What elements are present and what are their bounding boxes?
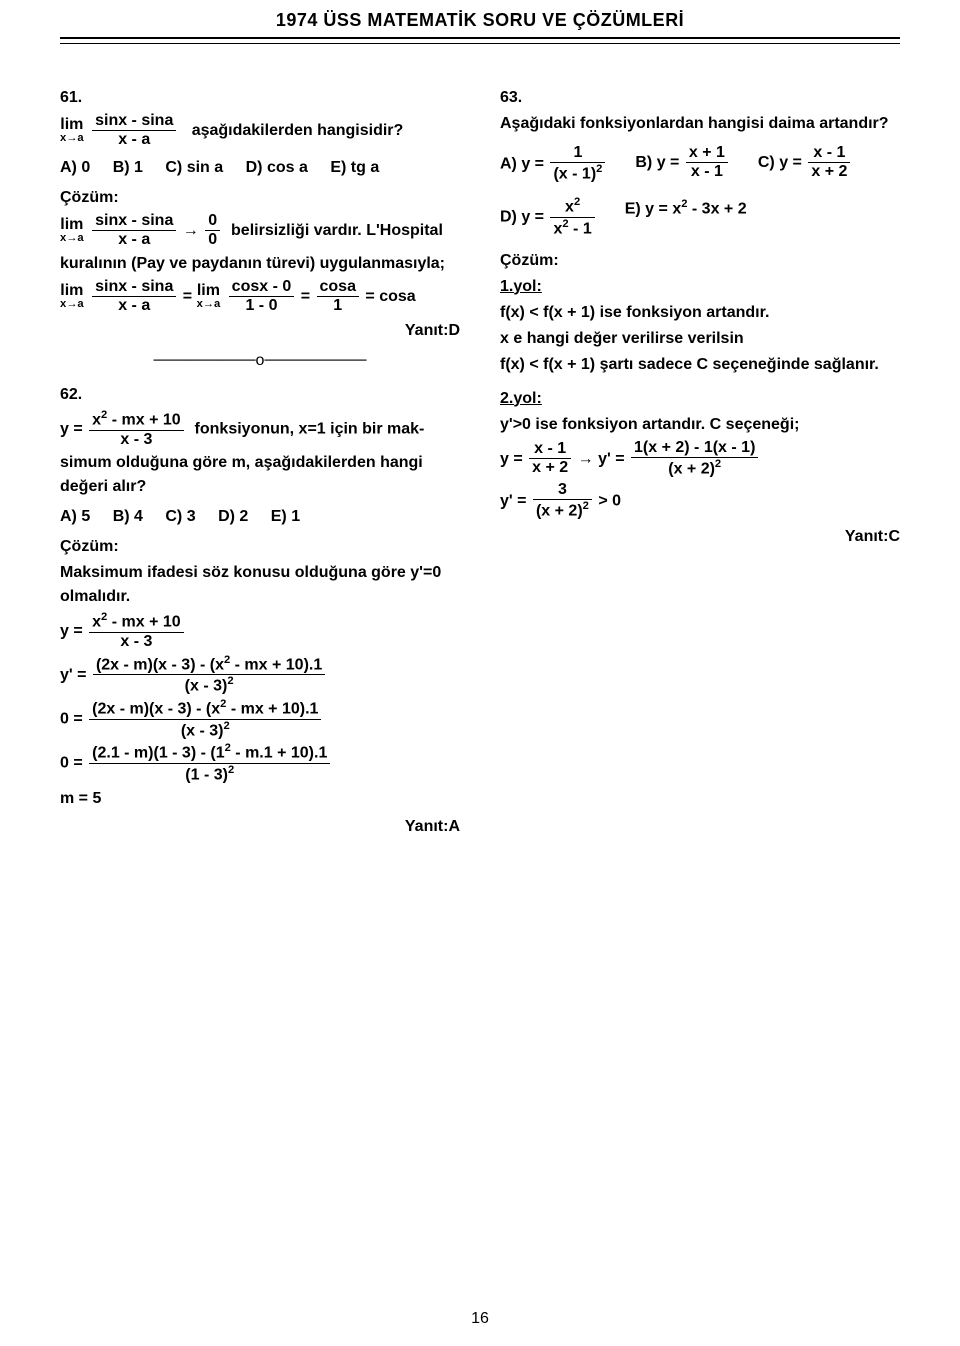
q63-answer: Yanıt:C (500, 525, 900, 549)
q62-eq1: y = x2 - mx + 10x - 3 (60, 611, 460, 651)
q63-yol2-l1: y'>0 ise fonksiyon artandır. C seçeneği; (500, 413, 900, 437)
q63-options: A) y = 1(x - 1)2 B) y = x + 1x - 1 C) y … (500, 144, 900, 239)
limit-icon: limx→a (197, 283, 221, 310)
q63-opt-b: B) y = x + 1x - 1 (635, 144, 730, 184)
q61-opt-e: E) tg a (330, 159, 379, 176)
q61-prompt: limx→a sinx - sinax - a aşağıdakilerden … (60, 112, 460, 150)
q63-opt-c: C) y = x - 1x + 2 (758, 144, 853, 184)
q63-number: 63. (500, 86, 900, 110)
fraction-icon: sinx - sinax - a (92, 278, 176, 316)
q63-yol1-l1: f(x) < f(x + 1) ise fonksiyon artandır. (500, 301, 900, 325)
q62-y-label-2: y = (60, 623, 83, 640)
q61-sol-eq: limx→a sinx - sinax - a = limx→a cosx - … (60, 278, 460, 316)
q62-yprime-label: y' = (60, 666, 87, 683)
q62-prompt-2: simum olduğuna göre m, aşağıdakilerden h… (60, 451, 460, 499)
q63-opt-a-label: A) y = (500, 155, 544, 172)
q61-options: A) 0 B) 1 C) sin a D) cos a E) tg a (60, 156, 460, 180)
q63-yol2-y-label: y = (500, 450, 523, 467)
q61-prompt-tail: aşağıdakilerden hangisidir? (192, 122, 404, 139)
fraction-icon: x - 1x + 2 (808, 144, 850, 182)
page-number: 16 (0, 1310, 960, 1328)
limit-icon: limx→a (60, 283, 84, 310)
q61-line1-tail: belirsizliği vardır. L'Hospital (231, 222, 443, 239)
fraction-icon: (2x - m)(x - 3) - (x2 - mx + 10).1 (x - … (89, 698, 321, 740)
q61-coz: Çözüm: (60, 186, 460, 210)
q62-opt-a: A) 5 (60, 508, 90, 525)
q62-eq2: y' = (2x - m)(x - 3) - (x2 - mx + 10).1 … (60, 654, 460, 696)
q61-opt-b: B) 1 (113, 159, 143, 176)
fraction-icon: x - 1x + 2 (529, 440, 571, 478)
q63-opt-e: E) y = x2 - 3x + 2 (625, 196, 747, 238)
q62-prompt-1: y = x2 - mx + 10x - 3 fonksiyonun, x=1 i… (60, 409, 460, 449)
q62-m-result: m = 5 (60, 787, 460, 811)
fraction-icon: cosx - 01 - 0 (229, 278, 295, 316)
q63-yol2-eq2: y' = 3(x + 2)2 > 0 (500, 481, 900, 521)
q63-yol2-heading: 2.yol: (500, 387, 900, 411)
q62-zero-label-1: 0 = (60, 710, 83, 727)
q63-opt-b-label: B) y = (635, 154, 679, 171)
fraction-icon: x2x2 - 1 (550, 196, 594, 238)
fraction-icon: x + 1x - 1 (686, 144, 728, 182)
q63-prompt: Aşağıdaki fonksiyonlardan hangisi daima … (500, 112, 900, 136)
left-column: 61. limx→a sinx - sinax - a aşağıdakiler… (60, 84, 460, 845)
q62-prompt-tail: fonksiyonun, x=1 için bir mak- (195, 421, 425, 438)
q63-coz: Çözüm: (500, 249, 900, 273)
q62-opt-d: D) 2 (218, 508, 248, 525)
page-title: 1974 ÜSS MATEMATİK SORU VE ÇÖZÜMLERİ (60, 10, 900, 31)
q63-yol1-l2: x e hangi değer verilirse verilsin (500, 327, 900, 351)
q61-opt-d: D) cos a (246, 159, 308, 176)
q62-coz: Çözüm: (60, 535, 460, 559)
q63-yol2-eq1: y = x - 1x + 2 → y' = 1(x + 2) - 1(x - 1… (500, 439, 900, 479)
limit-icon: limx→a (60, 217, 84, 244)
fraction-icon: 3(x + 2)2 (533, 481, 592, 521)
q61-eq-tail: = cosa (365, 288, 415, 305)
fraction-icon: (2x - m)(x - 3) - (x2 - mx + 10).1 (x - … (93, 654, 325, 696)
fraction-icon: 00 (205, 212, 220, 250)
q61-number: 61. (60, 86, 460, 110)
q63-yol1-heading: 1.yol: (500, 275, 900, 299)
fraction-icon: 1(x - 1)2 (550, 144, 605, 184)
q62-opt-b: B) 4 (113, 508, 143, 525)
q63-opt-d: D) y = x2x2 - 1 (500, 196, 597, 238)
fraction-icon: x2 - mx + 10x - 3 (89, 611, 184, 651)
q61-opt-a: A) 0 (60, 159, 90, 176)
q63-yol2-tail: > 0 (598, 492, 621, 509)
fraction-icon: cosa1 (317, 278, 359, 316)
q63-yol2-yp-label: → y' = (578, 450, 625, 467)
q61-sol-line1: limx→a sinx - sinax - a → 00 belirsizliğ… (60, 212, 460, 250)
q63-opt-e-label: E) y = x (625, 200, 681, 217)
fraction-icon: x2 - mx + 10x - 3 (89, 409, 184, 449)
fraction-icon: (2.1 - m)(1 - 3) - (12 - m.1 + 10).1 (1 … (89, 742, 330, 784)
q62-number: 62. (60, 383, 460, 407)
q63-yol1-l3: f(x) < f(x + 1) şartı sadece C seçeneğin… (500, 353, 900, 377)
q61-answer: Yanıt:D (60, 319, 460, 343)
q61-sol-line2: kuralının (Pay ve paydanın türevi) uygul… (60, 252, 460, 276)
q62-eq3: 0 = (2x - m)(x - 3) - (x2 - mx + 10).1 (… (60, 698, 460, 740)
q62-opt-c: C) 3 (165, 508, 195, 525)
fraction-icon: sinx - sinax - a (92, 112, 176, 150)
q63-yol2-yp2-label: y' = (500, 492, 527, 509)
q62-zero-label-2: 0 = (60, 755, 83, 772)
q63-opt-e-tail: - 3x + 2 (692, 200, 747, 217)
columns: 61. limx→a sinx - sinax - a aşağıdakiler… (60, 84, 900, 845)
q62-y-label: y = (60, 421, 83, 438)
q62-options: A) 5 B) 4 C) 3 D) 2 E) 1 (60, 505, 460, 529)
header-rule (60, 37, 900, 44)
right-column: 63. Aşağıdaki fonksiyonlardan hangisi da… (500, 84, 900, 845)
q63-opt-c-label: C) y = (758, 154, 802, 171)
q62-line1: Maksimum ifadesi söz konusu olduğuna gör… (60, 561, 460, 609)
q62-opt-e: E) 1 (271, 508, 300, 525)
fraction-icon: sinx - sinax - a (92, 212, 176, 250)
limit-icon: limx→a (60, 117, 84, 144)
page: 1974 ÜSS MATEMATİK SORU VE ÇÖZÜMLERİ 61.… (0, 0, 960, 1346)
fraction-icon: 1(x + 2) - 1(x - 1)(x + 2)2 (631, 439, 758, 479)
separator-icon: ─────────o───────── (60, 349, 460, 373)
q63-opt-a: A) y = 1(x - 1)2 (500, 144, 607, 184)
q63-opt-d-label: D) y = (500, 209, 544, 226)
q61-opt-c: C) sin a (165, 159, 223, 176)
q62-eq4: 0 = (2.1 - m)(1 - 3) - (12 - m.1 + 10).1… (60, 742, 460, 784)
q62-answer: Yanıt:A (60, 815, 460, 839)
